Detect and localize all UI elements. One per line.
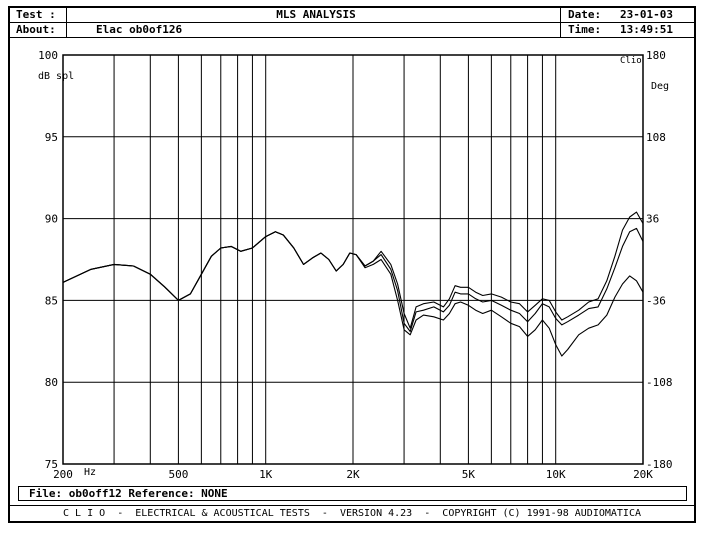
x-tick-label: 2K: [346, 468, 360, 481]
y-tick-label: 100: [38, 49, 58, 62]
header-row-2: About: Elac ob0of126 Time: 13:49:51: [10, 23, 694, 37]
file-info-bar: File: ob0off12 Reference: NONE: [18, 486, 687, 501]
y2-tick-label: 36: [646, 213, 659, 226]
chart-tick-labels: 75 80 85 90 95 100 -180 -108 -36 36 108 180 200 500 1K…: [38, 49, 672, 481]
file-info-text: File: ob0off12 Reference: NONE: [29, 487, 228, 500]
x-tick-label: 20K: [633, 468, 653, 481]
header-sep-right: [560, 8, 561, 37]
x-tick-label: 200: [53, 468, 73, 481]
y-tick-label: 85: [45, 294, 58, 307]
footer-divider: [10, 505, 694, 506]
analysis-title: MLS ANALYSIS: [276, 8, 356, 21]
header-row-1: Test : MLS ANALYSIS Date: 23-01-03: [10, 8, 694, 22]
about-value: Elac ob0of126: [96, 23, 183, 36]
test-label: Test :: [16, 8, 56, 21]
x-tick-label: 500: [168, 468, 188, 481]
about-label: About:: [16, 23, 56, 36]
chart-grid: [62, 54, 644, 465]
x-tick-label: 1K: [259, 468, 273, 481]
y2-tick-label: 108: [646, 131, 666, 144]
date-label: Date:: [568, 8, 602, 21]
y-tick-label: 95: [45, 131, 58, 144]
header-bottom-divider: [10, 37, 694, 38]
time-label: Time:: [568, 23, 602, 36]
y-tick-label: 90: [45, 213, 58, 226]
y2-axis-unit-deg: Deg: [651, 81, 670, 92]
y-axis-unit-db: dB spl: [38, 71, 75, 82]
credits-line: C L I O - ELECTRICAL & ACOUSTICAL TESTS …: [63, 508, 641, 519]
x-axis-unit-hz: Hz: [84, 467, 97, 478]
window-frame: [8, 6, 696, 523]
y-tick-label: 75: [45, 458, 58, 471]
y2-tick-label: 180: [646, 49, 666, 62]
clio-corner-label: Clio: [620, 56, 642, 66]
chart-curves: [62, 211, 644, 357]
y2-tick-label: -36: [646, 294, 666, 307]
header-sep-left: [66, 8, 67, 37]
y2-tick-label: -180: [646, 458, 673, 471]
x-tick-label: 10K: [546, 468, 566, 481]
x-tick-label: 5K: [462, 468, 476, 481]
header-divider: [10, 22, 694, 23]
time-value: 13:49:51: [620, 23, 673, 36]
y-tick-label: 80: [45, 376, 58, 389]
series-line-3: [62, 231, 644, 357]
date-value: 23-01-03: [620, 8, 673, 21]
y2-tick-label: -108: [646, 376, 673, 389]
